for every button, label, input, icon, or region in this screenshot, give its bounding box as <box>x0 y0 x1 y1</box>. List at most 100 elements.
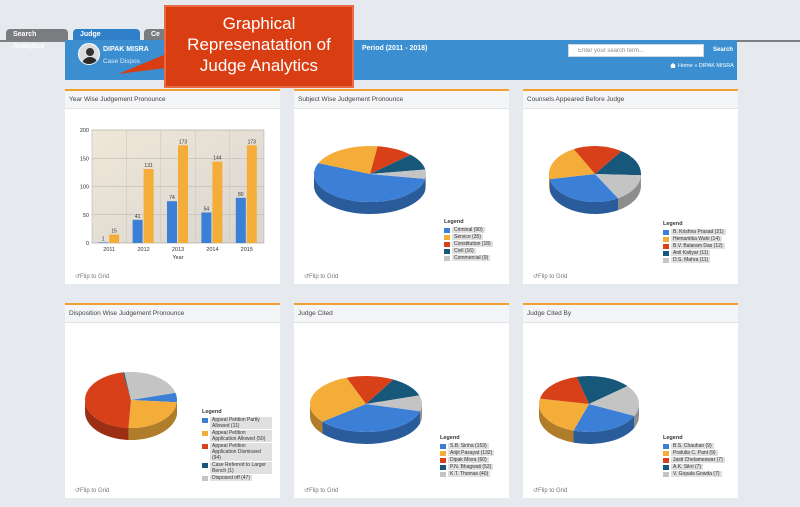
legend-label: V. Gopala Gowda (7) <box>671 471 722 477</box>
legend-label: Anil Katiyar (11) <box>671 250 711 256</box>
flip-to-grid-link[interactable]: ↺Flip to Grid <box>533 488 568 494</box>
y-tick-label: 150 <box>80 156 89 162</box>
legend-item: B. Krishna Prasad (21) <box>663 229 726 235</box>
pie-slice <box>124 372 176 400</box>
legend-swatch <box>440 465 446 470</box>
callout-arrow <box>118 54 166 74</box>
bar <box>212 161 223 243</box>
pie-slice-side <box>314 174 426 214</box>
legend: Legend Appeal Petition Partly Allowed (11… <box>202 409 272 482</box>
pie-slice <box>539 376 589 404</box>
legend-item: D.S. Mahra (11) <box>663 257 726 263</box>
panel-title: Counsels Appeared Before Judge <box>523 91 738 109</box>
bar-data-label: 144 <box>213 156 222 162</box>
legend-label: Criminal (90) <box>452 227 485 233</box>
pie-slice-side <box>549 179 618 214</box>
bar <box>167 201 177 243</box>
bar <box>143 168 154 243</box>
bar-data-label: 173 <box>248 139 257 145</box>
pie-slice <box>589 386 639 416</box>
legend: Legend Criminal (90) Service (35) Constitut… <box>444 219 493 262</box>
legend-label: B.V. Balaram Das (12) <box>671 243 725 249</box>
pie-slice <box>366 395 422 412</box>
pie-slice <box>122 372 131 400</box>
legend-swatch <box>202 463 208 468</box>
flip-to-grid-link[interactable]: ↺Flip to Grid <box>533 274 568 280</box>
tab-search-analytics[interactable]: Search Analytics <box>6 29 68 50</box>
bar <box>235 197 246 243</box>
pie-slice <box>370 154 426 174</box>
search-button[interactable]: Search <box>713 47 734 53</box>
annotation-callout: Graphical Represenatation of Judge Analy… <box>164 5 354 88</box>
flip-to-grid-link[interactable]: ↺Flip to Grid <box>75 488 110 494</box>
legend-label: D.S. Mahra (11) <box>671 257 711 263</box>
y-tick-label: 50 <box>83 213 89 219</box>
pie-slice <box>346 376 394 404</box>
legend-swatch <box>663 444 669 449</box>
judge-name: DIPAK MISRA <box>103 46 149 53</box>
panel-judge-cited-by: Judge Cited By Legend B.S. Chauhan (9) Pra… <box>523 303 738 498</box>
legend-label: Civil (16) <box>452 248 476 254</box>
legend-swatch <box>663 244 669 249</box>
legend-swatch <box>663 230 669 235</box>
x-tick-label: 2011 <box>103 247 115 253</box>
pie-slice-side <box>618 175 641 211</box>
flip-to-grid-link[interactable]: ↺Flip to Grid <box>304 274 339 280</box>
breadcrumb-home[interactable]: Home <box>678 63 693 69</box>
bar-data-label: 80 <box>238 192 244 198</box>
bar-data-label: 1 <box>102 236 105 242</box>
breadcrumb-separator: » <box>694 63 698 69</box>
pie-slice <box>322 404 421 432</box>
pie-slice-side <box>322 411 421 444</box>
pie-slice-side <box>539 404 574 443</box>
legend-label: Appeal Petition Application Allowed (50) <box>210 430 272 442</box>
legend-swatch <box>440 444 446 449</box>
flip-to-grid-link[interactable]: ↺Flip to Grid <box>304 488 339 494</box>
x-tick-label: 2014 <box>206 247 218 253</box>
legend-title: Legend <box>663 435 683 441</box>
counsels-pie-chart <box>549 146 641 214</box>
legend-swatch <box>444 249 450 254</box>
legend-label: B.S. Chauhan (9) <box>671 443 714 449</box>
avatar-body-shape <box>82 57 98 64</box>
pie-slice <box>595 151 641 176</box>
pie-slice <box>370 169 426 179</box>
legend-label: Disposed off (47) <box>210 475 252 481</box>
legend: Legend S.B. Sinha (153) Arijit Pasayat (13… <box>440 435 495 478</box>
legend-label: Case Referred to Larger Bench (1) <box>210 462 272 474</box>
legend: Legend B.S. Chauhan (9) Prafulla C. Pant (… <box>663 435 725 478</box>
legend-item: S.B. Sinha (153) <box>440 443 494 449</box>
panel-disposition: Disposition Wise Judgement Pronounce Leg… <box>65 303 280 498</box>
bar-data-label: 54 <box>204 206 210 212</box>
legend-title: Legend <box>663 221 683 227</box>
pie-slice <box>366 379 420 404</box>
pie-slice-side <box>420 404 422 424</box>
breadcrumb: Home » DIPAK MISRA <box>670 63 734 69</box>
callout-line-1: Graphical <box>222 14 296 33</box>
pie-slice <box>595 174 641 199</box>
legend-label: P.N. Bhagwati (52) <box>448 464 494 470</box>
legend-swatch <box>663 258 669 263</box>
pie-slice-side <box>573 415 635 444</box>
y-tick-label: 200 <box>80 128 89 134</box>
legend-label: Commercial (9) <box>452 255 491 261</box>
legend-item: Anil Katiyar (11) <box>663 250 726 256</box>
pie-slice <box>573 146 622 174</box>
pie-slice <box>576 376 628 404</box>
pie-slice-side <box>425 174 426 191</box>
pie-slice <box>314 163 426 202</box>
legend-label: Jasti Chelameswar (7) <box>671 457 725 463</box>
legend-swatch <box>444 242 450 247</box>
legend-title: Legend <box>440 435 460 441</box>
bar <box>201 212 212 243</box>
bar <box>109 234 120 243</box>
search-input[interactable] <box>568 44 704 57</box>
case-disposal-label: Case Dispos <box>103 58 140 65</box>
legend-label: S.B. Sinha (153) <box>448 443 489 449</box>
legend-item: A.K. Sikri (7) <box>663 464 725 470</box>
legend-label: Appeal Petition Partly Allowed (11) <box>210 417 272 429</box>
bar-data-label: 131 <box>144 163 153 169</box>
flip-to-grid-link[interactable]: ↺Flip to Grid <box>75 274 110 280</box>
tab-truncated[interactable]: Ce <box>144 29 168 41</box>
pie-slice <box>85 372 131 428</box>
